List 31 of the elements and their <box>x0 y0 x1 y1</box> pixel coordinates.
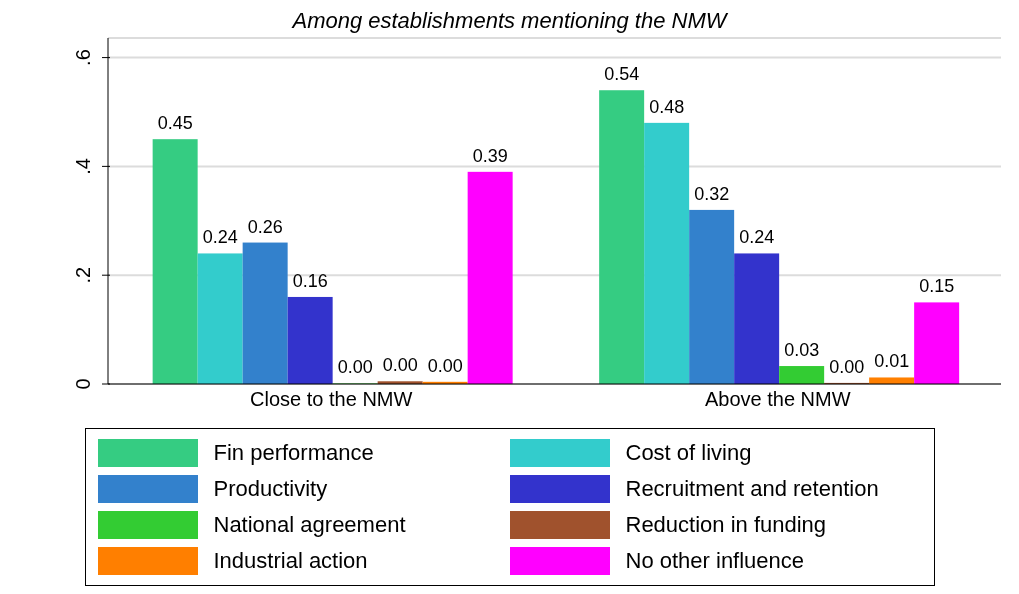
data-label: 0.24 <box>202 227 238 248</box>
y-tick-label: .6 <box>72 49 94 66</box>
x-tick-label: Close to the NMW <box>250 388 413 411</box>
data-label: 0.32 <box>694 183 730 204</box>
chart-title: Among establishments mentioning the NMW <box>290 8 729 34</box>
legend-label: Recruitment and retention <box>625 476 879 502</box>
data-label: 0.03 <box>784 340 820 361</box>
data-label: 0.24 <box>739 227 775 248</box>
data-label: 0.00 <box>427 355 463 376</box>
x-tick-label: Above the NMW <box>704 388 851 411</box>
data-label: 0.00 <box>337 357 373 378</box>
data-label: 0.00 <box>382 355 418 376</box>
legend-label: Cost of living <box>625 440 752 466</box>
data-label: 0.16 <box>292 270 328 291</box>
data-label: 0.45 <box>157 113 193 134</box>
data-label: 0.26 <box>247 216 283 237</box>
data-label: 0.54 <box>604 64 640 85</box>
legend-label: No other influence <box>625 548 805 574</box>
data-label: 0.00 <box>829 356 865 377</box>
data-label: 0.15 <box>919 276 955 297</box>
data-label: 0.48 <box>649 96 685 117</box>
legend-label: National agreement <box>213 512 406 538</box>
y-tick-label: .2 <box>72 266 94 284</box>
data-label: 0.39 <box>472 145 508 166</box>
legend-label: Industrial action <box>213 548 368 574</box>
legend-label: Productivity <box>213 476 328 502</box>
y-tick-label: 0 <box>72 378 94 390</box>
y-tick-label: .4 <box>72 158 94 175</box>
legend-label: Fin performance <box>213 440 374 466</box>
data-label: 0.01 <box>874 351 910 372</box>
legend-label: Reduction in funding <box>625 512 827 538</box>
